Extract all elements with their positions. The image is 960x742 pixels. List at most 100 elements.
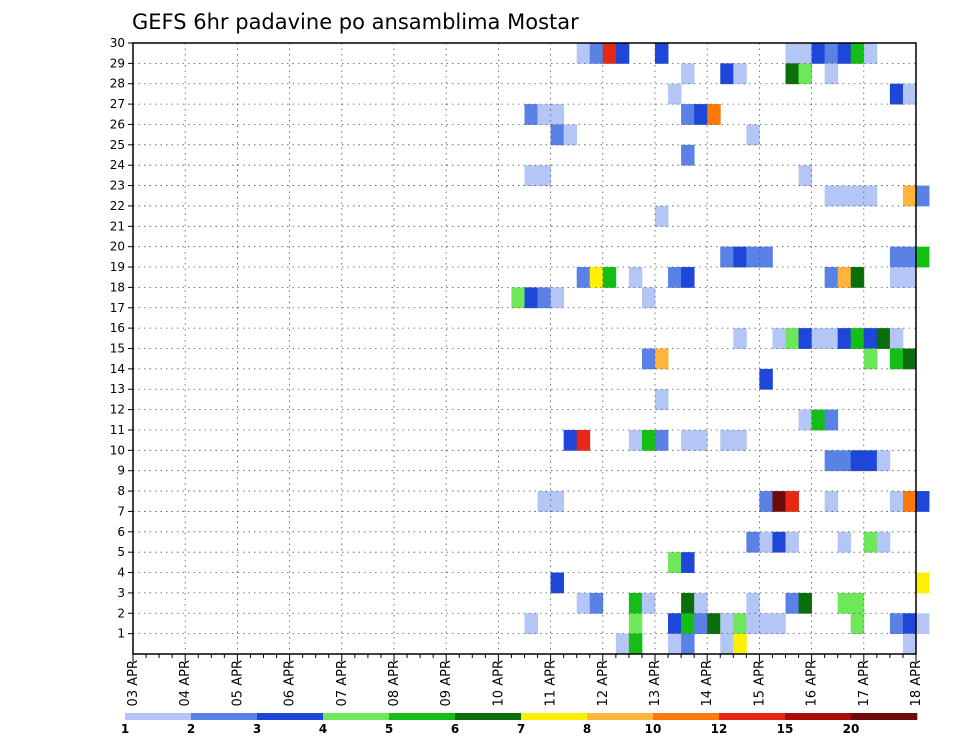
legend-color-swatch: [191, 713, 258, 720]
heatmap-cell: [824, 267, 839, 288]
y-tick-label: 3: [117, 586, 125, 600]
heatmap-cell: [733, 429, 747, 451]
heatmap-cell: [524, 287, 538, 309]
heatmap-cell: [602, 43, 617, 64]
y-tick-label: 29: [110, 56, 125, 70]
heatmap-cell: [863, 185, 878, 207]
heatmap-cell: [641, 348, 656, 370]
x-tick-label: 17 APR: [857, 660, 872, 706]
legend-color-swatch: [587, 713, 654, 720]
heatmap-cell: [655, 43, 669, 64]
heatmap-cell: [785, 328, 799, 349]
heatmap-cell: [772, 613, 786, 635]
heatmap-cell: [707, 104, 721, 125]
heatmap-cell: [668, 633, 682, 655]
heatmap-cell: [798, 165, 812, 186]
heatmap-cell: [720, 246, 734, 268]
heatmap-cell: [524, 165, 538, 186]
heatmap-cell: [733, 328, 747, 349]
heatmap-cell: [916, 613, 930, 635]
heatmap-cell: [615, 43, 630, 64]
heatmap-cell: [798, 63, 812, 85]
heatmap-cell: [824, 185, 839, 207]
legend-color-swatch: [389, 713, 456, 720]
heatmap-cell: [863, 450, 878, 472]
heatmap-cells: [511, 43, 930, 655]
y-tick-label: 12: [110, 403, 125, 417]
heatmap-cell: [811, 43, 826, 64]
heatmap-cell: [876, 531, 891, 553]
heatmap-cell: [824, 328, 839, 349]
heatmap-cell: [628, 613, 643, 635]
heatmap-cell: [850, 185, 865, 207]
heatmap-cell: [889, 491, 904, 512]
y-tick-label: 22: [110, 199, 125, 213]
heatmap-cell: [759, 491, 773, 512]
y-tick-label: 27: [110, 97, 125, 111]
x-tick-label: 07 APR: [335, 660, 350, 706]
heatmap-cell: [837, 592, 852, 614]
heatmap-cell: [916, 491, 930, 512]
heatmap-cell: [746, 246, 760, 268]
heatmap-cell: [889, 83, 904, 105]
y-tick-label: 2: [117, 606, 125, 620]
heatmap-cell: [759, 246, 773, 268]
heatmap-cell: [720, 63, 734, 85]
heatmap-cell: [876, 328, 891, 349]
heatmap-cell: [785, 491, 799, 512]
heatmap-cell: [902, 246, 917, 268]
heatmap-cell: [550, 572, 565, 594]
heatmap-cell: [772, 328, 786, 349]
legend-label: 6: [451, 722, 459, 736]
y-tick-label: 15: [110, 342, 125, 356]
heatmap-cell: [876, 450, 891, 472]
y-tick-label: 11: [110, 423, 125, 437]
legend-label: 8: [583, 722, 591, 736]
heatmap-cell: [668, 613, 682, 635]
heatmap-cell: [524, 104, 538, 125]
legend-label: 7: [517, 722, 525, 736]
legend-label: 4: [319, 722, 327, 736]
legend-color-swatch: [323, 713, 390, 720]
heatmap-cell: [720, 633, 734, 655]
y-tick-label: 25: [110, 138, 125, 152]
x-tick-label: 12 APR: [596, 660, 611, 706]
heatmap-cell: [824, 43, 839, 64]
y-tick-label: 1: [117, 627, 125, 641]
y-tick-label: 14: [110, 362, 125, 376]
heatmap-cell: [589, 592, 604, 614]
heatmap-cell: [550, 104, 565, 125]
y-tick-label: 7: [117, 504, 125, 518]
x-tick-label: 16 APR: [805, 660, 820, 706]
heatmap-cell: [824, 409, 839, 431]
heatmap-cell: [589, 43, 604, 64]
legend-label: 5: [385, 722, 393, 736]
heatmap-cell: [655, 429, 669, 451]
heatmap-cell: [746, 613, 760, 635]
heatmap-cell: [628, 267, 643, 288]
heatmap-cell: [550, 124, 565, 146]
x-tick-label: 18 APR: [909, 660, 924, 706]
heatmap-cell: [576, 267, 591, 288]
heatmap-cell: [694, 104, 708, 125]
y-tick-label: 24: [110, 158, 125, 172]
legend-color-swatch: [719, 713, 786, 720]
heatmap-cell: [681, 267, 695, 288]
heatmap-cell: [707, 613, 721, 635]
x-tick-label: 14 APR: [700, 660, 715, 706]
chart-title: GEFS 6hr padavine po ansamblima Mostar: [132, 10, 579, 34]
heatmap-cell: [850, 613, 865, 635]
heatmap-cell: [681, 144, 695, 166]
heatmap-cell: [628, 429, 643, 451]
heatmap-cell: [694, 592, 708, 614]
heatmap-cell: [798, 328, 812, 349]
grid-lines: [133, 43, 916, 654]
heatmap-cell: [694, 613, 708, 635]
heatmap-cell: [916, 572, 930, 594]
heatmap-cell: [863, 531, 878, 553]
heatmap-cell: [902, 348, 917, 370]
heatmap-cell: [759, 531, 773, 553]
y-tick-label: 10: [110, 443, 125, 457]
y-tick-label: 23: [110, 179, 125, 193]
x-tick-label: 15 APR: [752, 660, 767, 706]
